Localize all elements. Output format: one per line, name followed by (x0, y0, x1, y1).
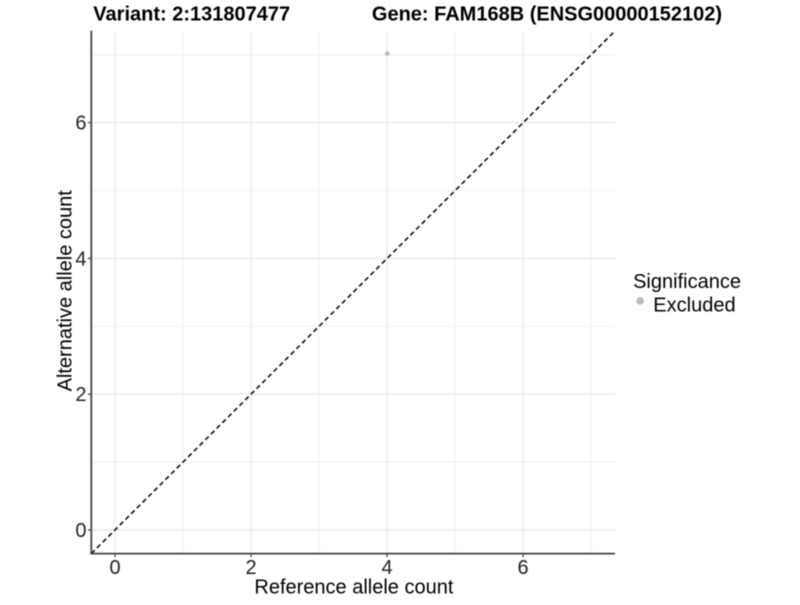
svg-text:Alternative allele count: Alternative allele count (55, 190, 77, 392)
svg-text:Reference allele count: Reference allele count (254, 577, 453, 599)
svg-text:Gene: FAM168B (ENSG00000152102: Gene: FAM168B (ENSG00000152102) (372, 4, 722, 26)
svg-text:0: 0 (109, 557, 120, 579)
svg-text:6: 6 (517, 557, 528, 579)
svg-text:4: 4 (381, 557, 392, 579)
svg-text:0: 0 (75, 520, 86, 542)
svg-text:6: 6 (75, 113, 86, 135)
svg-text:Significance: Significance (633, 271, 741, 293)
svg-text:2: 2 (75, 384, 86, 406)
svg-text:2: 2 (245, 557, 256, 579)
svg-text:4: 4 (75, 248, 86, 270)
svg-text:Variant: 2:131807477: Variant: 2:131807477 (93, 4, 290, 26)
svg-text:Excluded: Excluded (653, 294, 735, 316)
